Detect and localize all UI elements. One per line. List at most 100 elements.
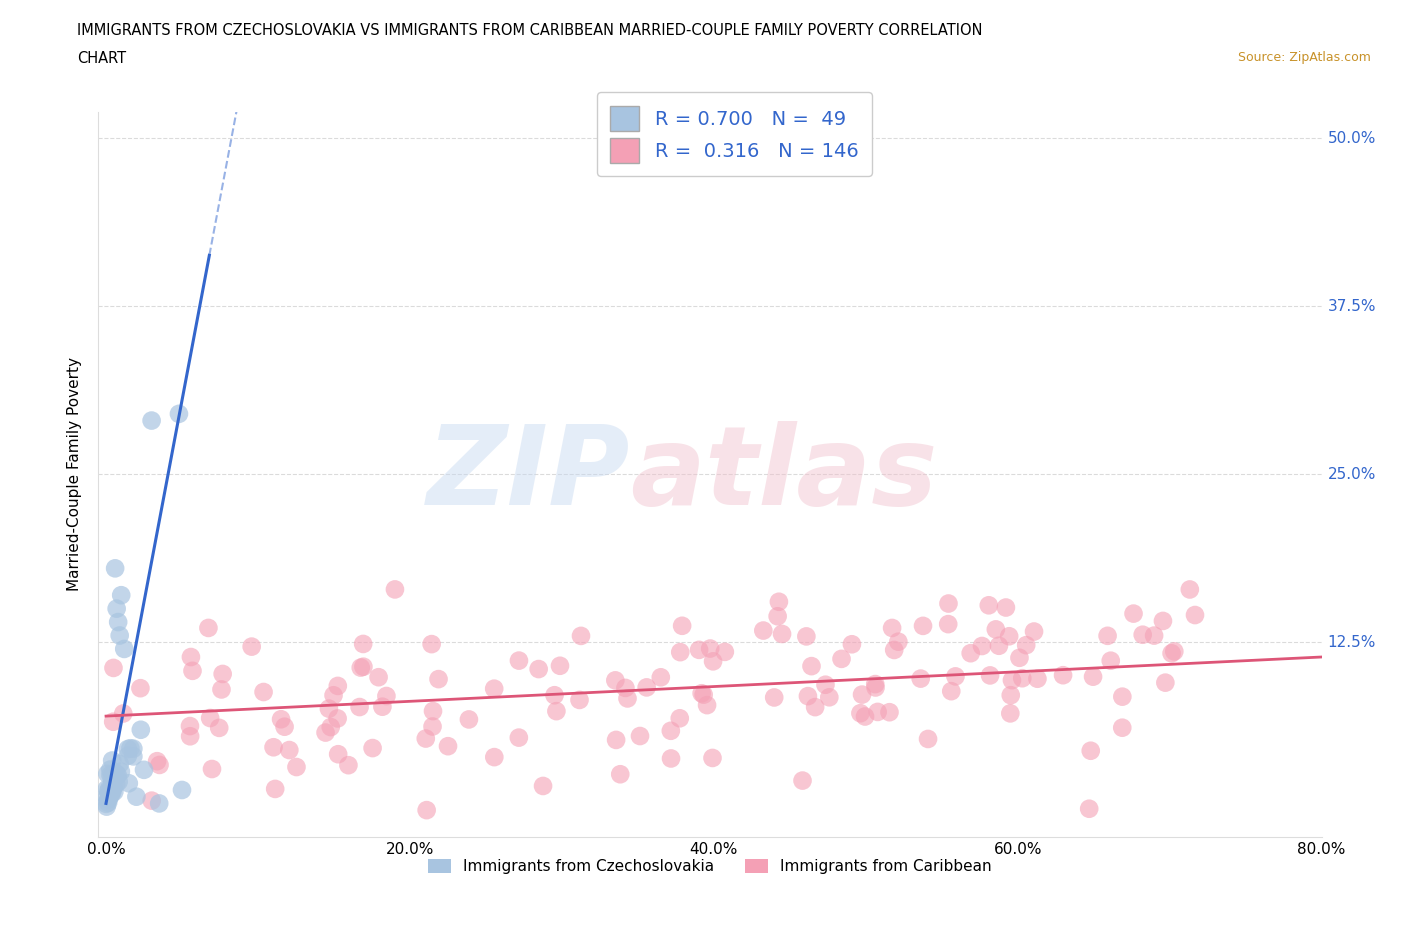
Point (285, 760, 308, 775)
Point (105, 777, 128, 791)
Point (1022, 624, 1045, 639)
Point (865, 680, 887, 695)
Point (792, 773, 814, 788)
Point (422, 719, 444, 734)
Point (970, 639, 993, 654)
Text: 25.0%: 25.0% (1327, 467, 1376, 482)
Point (326, 711, 349, 726)
Point (766, 609, 789, 624)
Point (1011, 671, 1033, 685)
Point (636, 680, 658, 695)
Point (422, 704, 444, 719)
Point (688, 643, 710, 658)
Point (984, 622, 1007, 637)
Point (208, 721, 231, 736)
Point (103, 778, 125, 793)
Point (98, 787, 121, 802)
Point (883, 643, 905, 658)
Point (1132, 628, 1154, 643)
Point (1000, 688, 1022, 703)
Point (527, 661, 550, 676)
Text: 37.5%: 37.5% (1327, 299, 1376, 314)
Point (987, 638, 1010, 653)
Text: Source: ZipAtlas.com: Source: ZipAtlas.com (1237, 51, 1371, 64)
Point (110, 588, 132, 603)
Point (180, 649, 202, 664)
Point (853, 709, 876, 724)
Point (1097, 629, 1119, 644)
Point (770, 627, 793, 642)
Point (96, 766, 118, 781)
Point (546, 704, 568, 719)
Point (1154, 675, 1177, 690)
Point (352, 636, 374, 651)
Point (1111, 720, 1133, 735)
Point (866, 705, 889, 720)
Legend: Immigrants from Czechoslovakia, Immigrants from Caribbean: Immigrants from Czechoslovakia, Immigran… (422, 853, 998, 880)
Point (702, 654, 724, 669)
Point (696, 698, 718, 712)
Text: IMMIGRANTS FROM CZECHOSLOVAKIA VS IMMIGRANTS FROM CARIBBEAN MARRIED-COUPLE FAMIL: IMMIGRANTS FROM CZECHOSLOVAKIA VS IMMIGR… (77, 23, 983, 38)
Point (1111, 689, 1133, 704)
Point (252, 684, 274, 699)
Text: atlas: atlas (630, 420, 938, 528)
Point (104, 561, 127, 576)
Point (959, 645, 981, 660)
Point (129, 681, 152, 696)
Point (849, 706, 872, 721)
Point (319, 720, 342, 735)
Point (917, 732, 939, 747)
Point (167, 406, 190, 421)
Point (141, 413, 163, 428)
Point (371, 699, 394, 714)
Point (179, 719, 201, 734)
Point (818, 690, 841, 705)
Point (659, 751, 682, 766)
Point (107, 767, 129, 782)
Point (328, 747, 350, 762)
Point (1078, 802, 1101, 817)
Point (998, 629, 1021, 644)
Point (1160, 646, 1182, 661)
Point (211, 682, 233, 697)
Point (543, 688, 565, 703)
Point (101, 782, 124, 797)
Point (322, 688, 344, 703)
Point (101, 784, 124, 799)
Point (1152, 614, 1174, 629)
Point (938, 596, 960, 611)
Point (880, 620, 903, 635)
Point (270, 711, 292, 726)
Text: 50.0%: 50.0% (1327, 131, 1376, 146)
Point (122, 749, 145, 764)
Point (273, 719, 295, 734)
Point (125, 790, 148, 804)
Point (796, 629, 818, 644)
Point (101, 753, 124, 768)
Point (118, 776, 141, 790)
Point (669, 644, 692, 659)
Point (105, 766, 128, 781)
Point (714, 644, 737, 659)
Y-axis label: Married-Couple Family Poverty: Married-Couple Family Poverty (67, 357, 83, 591)
Point (911, 618, 934, 633)
Point (800, 658, 823, 673)
Point (1099, 653, 1122, 668)
Point (278, 743, 301, 758)
Point (804, 699, 827, 714)
Point (1080, 743, 1102, 758)
Point (100, 767, 122, 782)
Point (181, 663, 204, 678)
Point (851, 687, 873, 702)
Point (508, 730, 530, 745)
Point (120, 741, 142, 756)
Point (97, 784, 120, 799)
Point (879, 705, 901, 720)
Point (614, 681, 637, 696)
Point (1052, 668, 1074, 683)
Point (198, 711, 221, 725)
Text: CHART: CHART (77, 51, 127, 66)
Point (100, 779, 122, 794)
Point (96, 781, 118, 796)
Point (352, 659, 374, 674)
